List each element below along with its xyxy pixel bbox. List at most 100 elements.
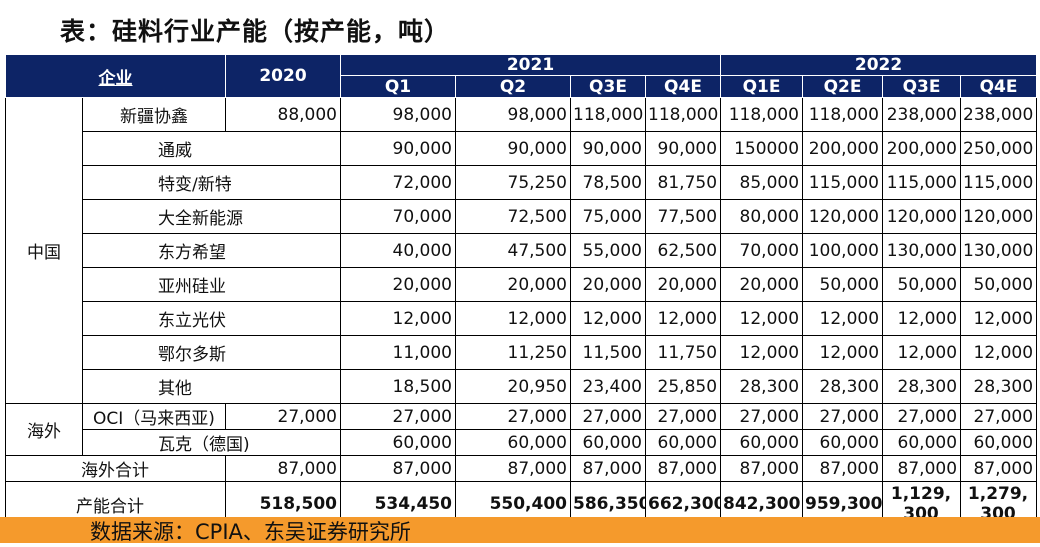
company-name: 东方希望 — [82, 233, 341, 268]
capacity-value: 27,000 — [802, 403, 884, 430]
capacity-value: 85,000 — [720, 165, 804, 200]
table-row: 东方希望 40,000 47,500 55,000 62,500 70,000 100,00… — [6, 233, 1038, 268]
capacity-value: 50,000 — [960, 267, 1038, 302]
capacity-value: 60,000 — [802, 429, 884, 456]
capacity-value: 87,000 — [644, 455, 722, 482]
capacity-value: 12,000 — [882, 301, 962, 336]
company-name: 鄂尔多斯 — [82, 335, 341, 370]
company-name: 东立光伏 — [82, 301, 341, 336]
table-row: 东立光伏 12,000 12,000 12,000 12,000 12,000 12,000… — [6, 301, 1038, 336]
capacity-value: 28,300 — [720, 369, 804, 404]
capacity-value: 87,000 — [455, 455, 571, 482]
capacity-value: 23,400 — [570, 369, 646, 404]
capacity-value: 18,500 — [340, 369, 456, 404]
capacity-value: 72,500 — [455, 199, 571, 234]
capacity-value: 60,000 — [720, 429, 804, 456]
capacity-value: 27,000 — [644, 403, 722, 430]
capacity-value: 87,000 — [720, 455, 804, 482]
capacity-value: 98,000 — [340, 97, 456, 132]
table-row: 大全新能源 70,000 72,500 75,000 77,500 80,000 120,0… — [6, 199, 1038, 234]
company-name: 瓦克（德国) — [82, 429, 341, 456]
capacity-value: 40,000 — [340, 233, 456, 268]
capacity-value: 87,000 — [882, 455, 962, 482]
capacity-value: 88,000 — [225, 97, 341, 132]
capacity-value: 12,000 — [644, 301, 722, 336]
table-row: 中国 新疆协鑫 88,000 98,000 98,000 118,000 118,000 11… — [5, 97, 1038, 404]
capacity-value: 87,000 — [225, 455, 341, 482]
capacity-value: 50,000 — [802, 267, 884, 302]
capacity-value: 12,000 — [570, 301, 646, 336]
capacity-value: 118,000 — [644, 97, 722, 132]
capacity-value: 20,000 — [644, 267, 722, 302]
header-quarter: Q3E — [882, 75, 962, 98]
capacity-value: 27,000 — [225, 403, 341, 430]
capacity-value: 25,850 — [644, 369, 722, 404]
company-name: 通威 — [82, 131, 341, 166]
header-quarter: Q1 — [340, 75, 456, 98]
capacity-value: 120,000 — [882, 199, 962, 234]
capacity-value: 20,000 — [455, 267, 571, 302]
capacity-value: 20,000 — [720, 267, 804, 302]
capacity-value: 11,750 — [644, 335, 722, 370]
capacity-value: 150000 — [720, 131, 804, 166]
table-row: 海外 OCI（马来西亚) 27,000 27,000 27,000 27,000 27,00… — [5, 403, 1038, 456]
capacity-value: 70,000 — [340, 199, 456, 234]
capacity-value: 80,000 — [720, 199, 804, 234]
capacity-value: 87,000 — [960, 455, 1038, 482]
table-row: 海外合计 87,000 87,000 87,000 87,000 87,000 87,000… — [5, 455, 1038, 482]
capacity-value: 60,000 — [882, 429, 962, 456]
capacity-value: 12,000 — [802, 335, 884, 370]
capacity-value: 60,000 — [340, 429, 456, 456]
source-bar — [0, 517, 1040, 543]
table-row: 亚州硅业 20,000 20,000 20,000 20,000 20,000 50,000… — [6, 267, 1038, 302]
capacity-value: 75,000 — [570, 199, 646, 234]
capacity-value: 87,000 — [802, 455, 884, 482]
capacity-value: 200,000 — [882, 131, 962, 166]
capacity-value: 12,000 — [340, 301, 456, 336]
capacity-value: 27,000 — [720, 403, 804, 430]
capacity-value: 81,750 — [644, 165, 722, 200]
header-2022: 2022 — [720, 55, 1038, 76]
capacity-value: 72,000 — [340, 165, 456, 200]
capacity-value: 90,000 — [455, 131, 571, 166]
capacity-value: 11,000 — [340, 335, 456, 370]
capacity-value: 250,000 — [960, 131, 1038, 166]
header-2020: 2020 — [225, 55, 341, 98]
header-quarter: Q4E — [644, 75, 722, 98]
company-name: OCI（马来西亚) — [82, 403, 226, 430]
table-row: 特变/新特 72,000 75,250 78,500 81,750 85,000 115,0… — [6, 165, 1038, 200]
capacity-value: 28,300 — [802, 369, 884, 404]
header-quarter: Q2 — [455, 75, 571, 98]
capacity-value: 118,000 — [570, 97, 646, 132]
capacity-value: 27,000 — [882, 403, 962, 430]
capacity-value: 20,000 — [570, 267, 646, 302]
capacity-value: 12,000 — [720, 301, 804, 336]
capacity-value: 27,000 — [455, 403, 571, 430]
capacity-value: 100,000 — [802, 233, 884, 268]
region-china: 中国 — [5, 97, 83, 404]
capacity-value: 62,500 — [644, 233, 722, 268]
capacity-value: 11,250 — [455, 335, 571, 370]
capacity-value: 60,000 — [455, 429, 571, 456]
capacity-value: 120,000 — [960, 199, 1038, 234]
capacity-value: 27,000 — [570, 403, 646, 430]
company-name: 大全新能源 — [82, 199, 341, 234]
capacity-value: 12,000 — [455, 301, 571, 336]
table-title: 表：硅料行业产能（按产能，吨） — [60, 17, 451, 46]
capacity-value: 27,000 — [960, 403, 1038, 430]
capacity-value: 200,000 — [802, 131, 884, 166]
header-quarter: Q3E — [570, 75, 646, 98]
table-row: 产能合计 518,500 534,450 550,400 586,350 662,300 8… — [5, 481, 1038, 527]
capacity-value: 47,500 — [455, 233, 571, 268]
capacity-value: 75,250 — [455, 165, 571, 200]
company-name: 特变/新特 — [82, 165, 341, 200]
capacity-value: 98,000 — [455, 97, 571, 132]
capacity-value: 120,000 — [802, 199, 884, 234]
capacity-value: 55,000 — [570, 233, 646, 268]
capacity-value: 115,000 — [882, 165, 962, 200]
capacity-value: 60,000 — [960, 429, 1038, 456]
company-name: 亚州硅业 — [82, 267, 341, 302]
capacity-value: 12,000 — [720, 335, 804, 370]
capacity-value: 115,000 — [802, 165, 884, 200]
header-company: 企业 — [5, 55, 226, 98]
